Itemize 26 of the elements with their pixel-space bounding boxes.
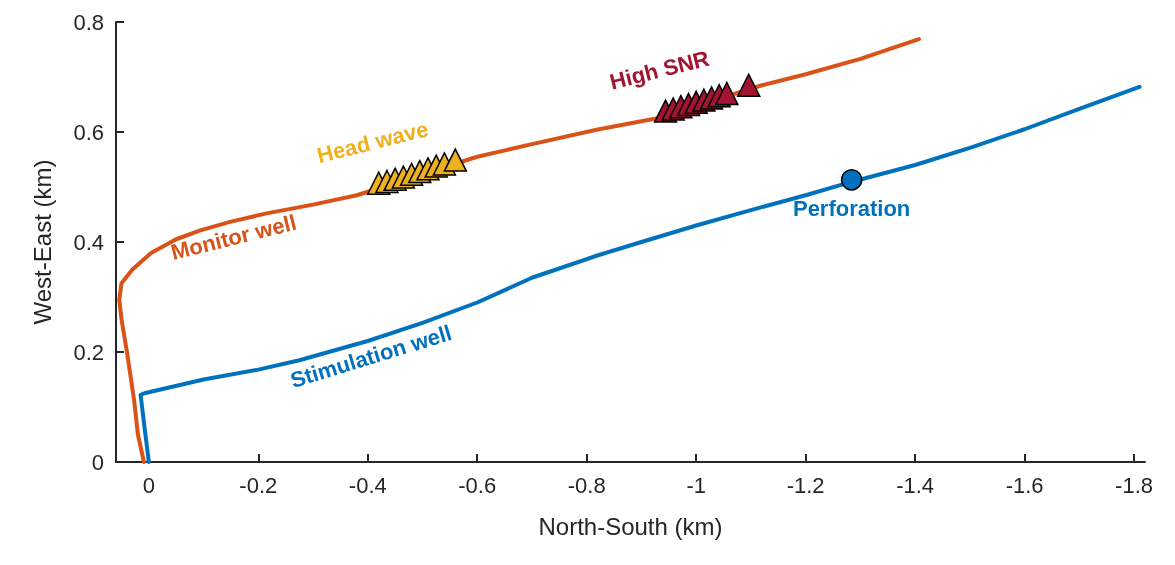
- y-axis-title: West-East (km): [28, 159, 56, 325]
- x-tick-label: -1.4: [896, 472, 935, 498]
- y-tick-label: 0.2: [73, 339, 104, 365]
- point: [715, 81, 739, 106]
- y-tick-label: 0: [91, 449, 104, 475]
- x-tick-label: -1: [686, 472, 706, 498]
- text: High SNR: [607, 45, 712, 95]
- x-tick-label: -0.4: [348, 472, 387, 498]
- point: [736, 73, 761, 97]
- y-tick-label: 0.4: [73, 229, 104, 255]
- x-tick-label: -0.6: [458, 472, 497, 498]
- x-axis-title: North-South (km): [538, 512, 723, 540]
- text: Monitor well: [168, 209, 299, 265]
- x-tick-label: -1.6: [1005, 472, 1044, 498]
- y-tick-label: 0.8: [73, 9, 104, 35]
- point: [443, 148, 468, 172]
- series-label: Perforation: [792, 196, 911, 222]
- point: [840, 169, 863, 191]
- x-tick-label: -0.2: [239, 472, 278, 498]
- x-tick-label: -1.2: [786, 472, 825, 498]
- x-tick-label: -0.8: [567, 472, 606, 498]
- x-tick-label: -1.8: [1115, 472, 1154, 498]
- x-tick-label: 0: [142, 472, 155, 498]
- y-tick-label: 0.6: [73, 119, 104, 145]
- text: Head wave: [314, 116, 431, 169]
- line-series: [117, 37, 921, 464]
